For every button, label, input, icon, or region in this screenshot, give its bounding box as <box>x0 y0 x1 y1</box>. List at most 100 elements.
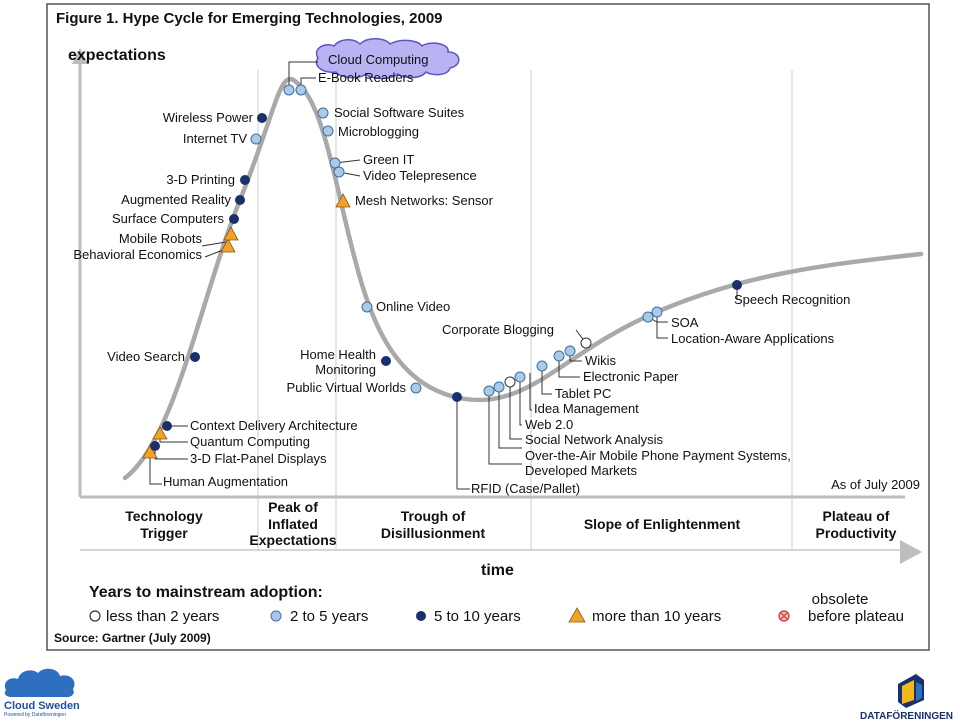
rfid-marker <box>452 392 462 402</box>
green-it-marker <box>329 157 341 169</box>
tech-label: Augmented Reality <box>121 192 231 207</box>
tech-label: Tablet PC <box>555 386 611 401</box>
electronic-paper-marker <box>553 350 565 362</box>
tech-label: Corporate Blogging <box>442 322 554 337</box>
cloud-logo-icon <box>4 668 75 698</box>
legend-orange-triangle-icon <box>568 607 586 623</box>
dataforeningen-emblem-icon <box>898 674 924 708</box>
tech-label: Online Video <box>376 299 450 314</box>
soa-marker <box>642 311 654 323</box>
ota-payment-marker <box>483 385 495 397</box>
phase-label: Technology <box>125 508 203 524</box>
tech-label: SOA <box>671 315 699 330</box>
tech-label: Home Health <box>300 347 376 362</box>
3d-printing-marker <box>240 175 250 185</box>
idea-management-marker <box>514 371 526 383</box>
as-of-note: As of July 2009 <box>831 477 920 492</box>
mobile-robots-marker <box>223 226 239 241</box>
tech-label: Green IT <box>363 152 414 167</box>
tech-label: Social Network Analysis <box>525 432 663 447</box>
location-aware-marker <box>651 306 663 318</box>
tech-label: Public Virtual Worlds <box>287 380 407 395</box>
tech-label: Mobile Robots <box>119 231 203 246</box>
figure-frame <box>46 3 930 651</box>
online-video-marker <box>361 301 373 313</box>
legend-label: less than 2 years <box>106 608 219 625</box>
microblogging-marker <box>322 125 334 137</box>
tech-label: Microblogging <box>338 124 419 139</box>
phase-label: Productivity <box>816 525 897 541</box>
phase-label: Slope of Enlightenment <box>584 516 741 532</box>
tech-label: 3-D Flat-Panel Displays <box>190 451 327 466</box>
cloud-highlight <box>315 38 460 80</box>
tech-label: Idea Management <box>534 401 639 416</box>
context-delivery-marker <box>162 421 172 431</box>
tech-label: Internet TV <box>183 131 247 146</box>
cloud-sweden-tagline: Powered by Dataföreningen <box>4 712 66 718</box>
phase-label: Trough of <box>401 508 466 524</box>
axes <box>72 48 922 564</box>
legend-label: more than 10 years <box>592 608 721 625</box>
tech-label: Wikis <box>585 353 617 368</box>
3d-flat-panel-marker <box>150 441 160 451</box>
cloud-sweden-logo: Cloud Sweden Powered by Dataföreningen <box>4 668 80 718</box>
tech-label: Human Augmentation <box>163 474 288 489</box>
surface-computers-marker <box>229 214 239 224</box>
tech-label: Surface Computers <box>112 211 224 226</box>
tech-label: Monitoring <box>315 362 376 377</box>
tech-label: RFID (Case/Pallet) <box>471 481 580 496</box>
wireless-power-marker <box>257 113 267 123</box>
tech-label: Mesh Networks: Sensor <box>355 193 494 208</box>
tech-label: Social Software Suites <box>334 105 465 120</box>
corporate-blogging-marker <box>580 337 592 349</box>
phase-label: Plateau of <box>823 508 890 524</box>
phase-label: Peak of <box>268 499 318 515</box>
phase-label: Trigger <box>140 525 188 541</box>
x-axis-label: time <box>481 562 514 579</box>
speech-recognition-marker <box>732 280 742 290</box>
tech-label: Context Delivery Architecture <box>190 418 358 433</box>
legend-light-blue-circle-icon <box>270 610 282 622</box>
legend-dark-blue-circle-icon <box>416 611 426 621</box>
legend: Years to mainstream adoption: less than … <box>89 584 904 625</box>
social-software-marker <box>317 107 329 119</box>
tech-label: Cloud Computing <box>328 52 428 67</box>
video-telepresence-marker <box>333 166 345 178</box>
tech-label: Web 2.0 <box>525 417 573 432</box>
legend-heading: Years to mainstream adoption: <box>89 584 323 601</box>
wikis-marker <box>564 345 576 357</box>
legend-label: 2 to 5 years <box>290 608 368 625</box>
tech-label: Video Search <box>107 349 185 364</box>
technology-markers <box>142 84 742 459</box>
tech-label: Over-the-Air Mobile Phone Payment System… <box>525 448 791 463</box>
tablet-pc-marker <box>536 360 548 372</box>
legend-white-circle-icon <box>89 610 101 622</box>
dataforeningen-logo: DATAFÖRENINGEN <box>860 674 953 722</box>
web20-marker <box>504 376 516 388</box>
behavioral-economics-marker <box>220 238 236 253</box>
tech-label: 3-D Printing <box>166 172 235 187</box>
y-axis-label: expectations <box>68 47 166 64</box>
mesh-networks-marker <box>335 193 351 208</box>
ebook-readers-marker <box>295 84 307 96</box>
legend-label: 5 to 10 years <box>434 608 521 625</box>
legend-label: obsolete <box>812 591 869 608</box>
public-virtual-worlds-marker <box>410 382 422 394</box>
video-search-marker <box>190 352 200 362</box>
cloud-computing-marker <box>283 84 295 96</box>
human-augmentation-marker <box>142 444 158 459</box>
tech-label: Developed Markets <box>525 463 637 478</box>
source-note: Source: Gartner (July 2009) <box>54 631 211 645</box>
tech-label: Speech Recognition <box>734 292 850 307</box>
tech-label: Wireless Power <box>163 110 254 125</box>
phase-labels: Technology Trigger Peak of Inflated Expe… <box>125 499 896 548</box>
augmented-reality-marker <box>235 195 245 205</box>
cloud-sweden-name: Cloud Sweden <box>4 700 80 712</box>
home-health-marker <box>381 356 391 366</box>
internet-tv-marker <box>250 133 262 145</box>
tech-label: Quantum Computing <box>190 434 310 449</box>
phase-label: Expectations <box>249 532 336 548</box>
phase-label: Inflated <box>268 516 318 532</box>
tech-label: Electronic Paper <box>583 369 679 384</box>
